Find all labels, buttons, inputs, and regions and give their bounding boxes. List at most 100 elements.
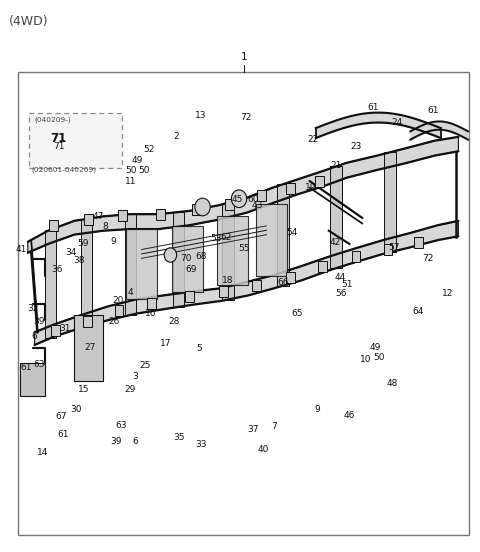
Text: 49: 49 xyxy=(131,156,143,164)
Text: 27: 27 xyxy=(84,343,96,352)
Text: 38: 38 xyxy=(73,256,85,265)
Text: 44: 44 xyxy=(334,273,346,282)
Text: 16: 16 xyxy=(145,309,157,318)
Text: 5: 5 xyxy=(196,344,202,353)
Text: 6: 6 xyxy=(32,332,37,341)
Text: 13: 13 xyxy=(195,112,206,120)
Bar xyxy=(257,190,266,201)
Text: 33: 33 xyxy=(195,440,206,449)
Text: 72: 72 xyxy=(422,254,434,263)
Text: 70: 70 xyxy=(180,254,192,263)
Text: 48: 48 xyxy=(387,379,398,388)
Text: 8: 8 xyxy=(103,222,108,231)
Text: 10: 10 xyxy=(360,355,372,364)
Bar xyxy=(83,316,92,327)
Text: 60: 60 xyxy=(248,195,259,204)
Text: 69: 69 xyxy=(185,265,197,274)
Text: 54: 54 xyxy=(286,229,298,237)
Bar xyxy=(74,315,103,381)
Text: 25: 25 xyxy=(139,361,151,370)
Bar xyxy=(51,325,60,336)
Text: 65: 65 xyxy=(291,309,302,318)
Text: 4: 4 xyxy=(128,288,133,297)
Text: 50: 50 xyxy=(138,166,150,174)
Bar xyxy=(185,291,194,302)
Text: 2: 2 xyxy=(174,132,180,141)
Bar xyxy=(84,214,93,225)
Text: 24: 24 xyxy=(392,118,403,127)
Text: 66: 66 xyxy=(277,278,289,287)
Text: 68: 68 xyxy=(195,252,206,261)
Bar xyxy=(414,237,423,248)
Polygon shape xyxy=(222,203,234,300)
Text: 23: 23 xyxy=(350,142,362,151)
Text: 49: 49 xyxy=(370,343,381,352)
Text: 61: 61 xyxy=(368,103,379,112)
Text: 42: 42 xyxy=(329,238,341,247)
Bar xyxy=(126,229,157,299)
Text: 43: 43 xyxy=(251,201,263,210)
Text: 9: 9 xyxy=(314,405,320,414)
Text: 12: 12 xyxy=(442,289,453,298)
Bar xyxy=(172,226,203,292)
Text: 61: 61 xyxy=(58,431,69,439)
Text: 59: 59 xyxy=(77,240,88,248)
Polygon shape xyxy=(45,230,56,338)
Text: 28: 28 xyxy=(168,317,180,326)
Polygon shape xyxy=(277,184,289,286)
Bar xyxy=(252,280,261,291)
Text: 36: 36 xyxy=(51,265,62,274)
Text: 30: 30 xyxy=(70,405,82,414)
Text: 50: 50 xyxy=(373,353,385,362)
Text: 3: 3 xyxy=(132,372,138,381)
Text: 18: 18 xyxy=(222,276,234,285)
Text: 14: 14 xyxy=(36,448,48,457)
Text: 52: 52 xyxy=(143,145,155,153)
Bar xyxy=(18,72,469,535)
Text: 55: 55 xyxy=(238,244,250,253)
Text: 22: 22 xyxy=(307,135,319,144)
Text: 11: 11 xyxy=(125,177,136,185)
Text: 64: 64 xyxy=(413,307,424,316)
Text: (4WD): (4WD) xyxy=(9,15,48,29)
Text: 63: 63 xyxy=(34,360,45,369)
Text: 45: 45 xyxy=(232,195,243,204)
Bar xyxy=(217,216,249,285)
Bar xyxy=(384,244,392,255)
Bar xyxy=(115,305,123,316)
Polygon shape xyxy=(125,214,136,315)
Circle shape xyxy=(164,248,177,262)
Text: 47: 47 xyxy=(93,212,104,221)
Polygon shape xyxy=(330,167,342,268)
Bar xyxy=(286,272,295,283)
Text: 72: 72 xyxy=(240,113,252,121)
Text: 39: 39 xyxy=(110,437,122,446)
Text: 61: 61 xyxy=(21,363,32,371)
Bar xyxy=(286,183,295,194)
Text: 40: 40 xyxy=(257,445,269,454)
Text: 21: 21 xyxy=(330,161,342,170)
Polygon shape xyxy=(81,219,92,326)
Text: 56: 56 xyxy=(335,289,347,298)
Bar xyxy=(156,209,165,220)
Text: (020601-040209): (020601-040209) xyxy=(31,167,96,173)
Bar xyxy=(49,220,58,231)
Bar xyxy=(315,176,324,187)
Bar xyxy=(255,204,287,276)
Text: 71: 71 xyxy=(50,131,67,145)
Text: 26: 26 xyxy=(108,317,120,326)
Bar xyxy=(225,199,234,210)
Polygon shape xyxy=(28,137,458,253)
Polygon shape xyxy=(173,212,184,307)
Text: 57: 57 xyxy=(388,243,399,252)
Text: 6: 6 xyxy=(132,437,138,446)
Text: 37: 37 xyxy=(248,425,259,434)
Text: 19: 19 xyxy=(305,183,317,192)
Bar xyxy=(318,261,327,272)
Text: 31: 31 xyxy=(59,324,71,333)
Text: 15: 15 xyxy=(78,385,90,394)
FancyBboxPatch shape xyxy=(29,113,122,168)
Text: 9: 9 xyxy=(110,237,116,246)
Circle shape xyxy=(195,198,210,216)
Text: 61: 61 xyxy=(427,106,439,115)
